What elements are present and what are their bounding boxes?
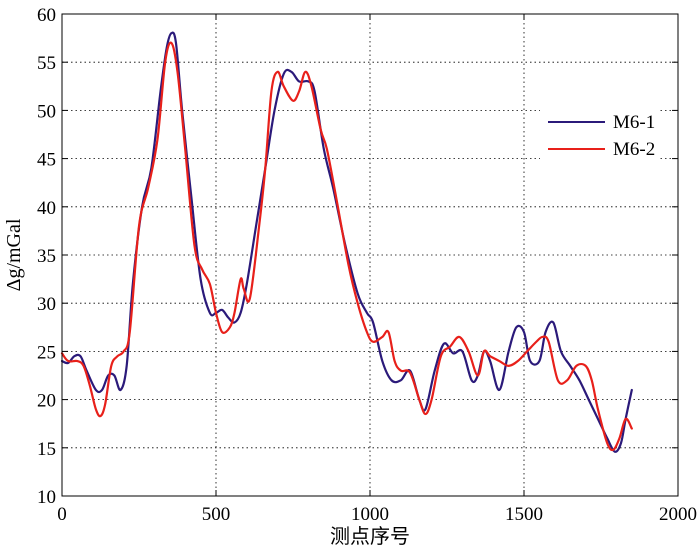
y-tick-label: 10 xyxy=(37,487,56,508)
series-group xyxy=(60,31,633,453)
y-tick-label: 25 xyxy=(37,342,56,363)
series-line-m6-2 xyxy=(60,41,633,452)
x-tick-label: 500 xyxy=(202,504,231,525)
y-tick-label: 20 xyxy=(37,391,56,412)
x-axis-title: 测点序号 xyxy=(330,525,410,548)
legend-label-m6-2: M6-2 xyxy=(613,139,655,160)
y-tick-label: 60 xyxy=(37,5,56,26)
legend-label-m6-1: M6-1 xyxy=(613,112,655,133)
ticks: 0 500 1000 1500 2000 10 15 20 25 30 35 40 45 50 55 60 xyxy=(37,5,697,525)
y-tick-label: 45 xyxy=(37,150,56,171)
y-tick-label: 30 xyxy=(37,294,56,315)
legend-box xyxy=(540,104,660,166)
y-tick-label: 55 xyxy=(37,53,56,74)
x-tick-label: 1000 xyxy=(351,504,389,525)
x-tick-label: 0 xyxy=(57,504,67,525)
x-tick-label: 1500 xyxy=(505,504,543,525)
x-tick-label: 2000 xyxy=(659,504,697,525)
legend: M6-1 M6-2 xyxy=(540,104,660,166)
y-tick-label: 35 xyxy=(37,246,56,267)
y-tick-label: 15 xyxy=(37,439,56,460)
y-tick-label: 50 xyxy=(37,101,56,122)
y-tick-label: 40 xyxy=(37,198,56,219)
y-axis-title: Δg/mGal xyxy=(3,218,25,291)
